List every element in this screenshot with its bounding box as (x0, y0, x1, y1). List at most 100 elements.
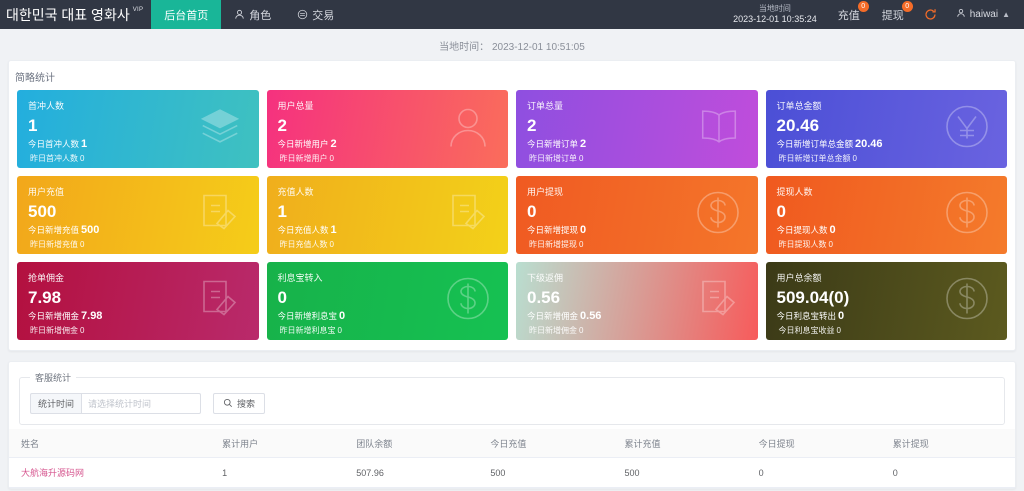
stat-card-yesterday-label: 今日利息宝收益 (778, 326, 835, 336)
stat-card-label: 利息宝转入 (277, 273, 323, 283)
stat-card-today: 今日新增充值 500 (28, 224, 248, 236)
stat-card-today-label: 今日首冲人数 (28, 139, 80, 150)
table-cell: 500 (478, 457, 613, 488)
stat-card[interactable]: 用户充值 500 今日新增充值 500 昨日新增充值 0 (17, 176, 259, 254)
table-header-row: 姓名 累计用户 团队余额 今日充值 累计充值 今日提现 累计提现 (9, 429, 1015, 458)
stat-card-today-label: 今日新增佣金 (28, 311, 80, 322)
nav-item-role[interactable]: 角色 (221, 0, 284, 29)
table-cell: 0 (880, 457, 1015, 488)
stat-card[interactable]: 下级返佣 0.56 今日新增佣金 0.56 昨日新增佣金 0 (516, 262, 758, 340)
stat-card-today-value: 7.98 (81, 310, 103, 323)
stat-card[interactable]: 首冲人数 1 今日首冲人数 1 昨日首冲人数 0 (17, 90, 259, 168)
nav-item-dashboard[interactable]: 后台首页 (151, 0, 222, 29)
stat-card[interactable]: 充值人数 1 今日充值人数 1 昨日充值人数 0 (266, 176, 508, 254)
stat-card-yesterday: 昨日首冲人数 0 (28, 153, 248, 164)
stat-card-label: 充值人数 (277, 187, 314, 197)
stat-card-value: 1 (277, 202, 287, 221)
stat-card-yesterday: 昨日提现人数 0 (777, 239, 997, 250)
stat-card-label: 用户充值 (28, 187, 65, 197)
stat-card-value: 0 (527, 202, 537, 221)
nav-menu: 后台首页 角色 交易 (151, 0, 347, 29)
table-column-header: 姓名 (9, 429, 211, 458)
table-column-header: 累计用户 (210, 429, 345, 458)
stat-card-yesterday: 昨日新增佣金 0 (527, 325, 747, 336)
search-icon (223, 398, 233, 410)
stat-card-label: 用户总量 (277, 101, 314, 111)
stat-card-label: 用户总余额 (776, 273, 822, 283)
stat-card-yesterday-label: 昨日新增提现 (529, 240, 577, 250)
stat-card-yesterday-value: 0 (579, 240, 584, 250)
stat-card-label: 下级返佣 (527, 273, 564, 283)
agent-name-link[interactable]: 大航海升源码网 (21, 468, 85, 478)
stat-card-value: 2 (277, 116, 287, 135)
cs-filter-fieldset: 客服统计 统计时间 搜索 (19, 371, 1005, 425)
stat-card-value: 2 (527, 116, 537, 135)
stats-row-3: 抢单佣金 7.98 今日新增佣金 7.98 昨日新增佣金 0 利息宝转入 0 今日新增利息宝 0 昨… (17, 262, 1007, 340)
stat-card-value: 509.04(0) (776, 288, 850, 307)
stat-card[interactable]: 订单总量 2 今日新增订单 2 昨日新增订单 0 (516, 90, 758, 168)
stat-card-yesterday-label: 昨日新增订单 (529, 154, 577, 164)
stats-panel-title: 简略统计 (15, 73, 55, 84)
stat-card[interactable]: 抢单佣金 7.98 今日新增佣金 7.98 昨日新增佣金 0 (17, 262, 259, 340)
stat-card[interactable]: 用户总余额 509.04(0) 今日利息宝转出 0 今日利息宝收益 0 (765, 262, 1007, 340)
stat-card-yesterday-value: 0 (579, 326, 584, 336)
stat-card-yesterday-label: 昨日提现人数 (778, 240, 827, 250)
cs-legend: 客服统计 (35, 373, 72, 383)
nav-item-trade[interactable]: 交易 (284, 0, 347, 29)
stat-card-today-value: 0 (829, 224, 836, 237)
refresh-icon[interactable] (915, 0, 946, 29)
stat-card-yesterday-label: 昨日充值人数 (279, 240, 328, 250)
stat-card-today-value: 20.46 (855, 138, 883, 151)
withdraw-button[interactable]: 提现 0 (871, 0, 915, 29)
brand-logo[interactable]: 대한민국 대표 영화사 VIP (0, 0, 151, 29)
table-cell: 507.96 (344, 457, 479, 488)
nav-item-label: 角色 (249, 9, 272, 22)
stat-card-today: 今日新增订单总金额 20.46 (777, 138, 997, 150)
recharge-label: 充值 (837, 9, 860, 22)
stat-card[interactable]: 提现人数 0 今日提现人数 0 昨日提现人数 0 (765, 176, 1007, 254)
stat-time-input[interactable] (81, 393, 202, 414)
stat-card-yesterday: 昨日新增订单 0 (527, 153, 747, 164)
avatar-icon (956, 8, 966, 21)
stat-card-yesterday-label: 昨日新增充值 (30, 240, 78, 250)
stat-card-today-value: 0 (838, 310, 845, 323)
stat-card-today-label: 今日利息宝转出 (776, 311, 837, 322)
stat-card-label: 订单总量 (527, 101, 564, 111)
stat-card-today-label: 今日提现人数 (776, 225, 828, 236)
nav-item-label: 后台首页 (164, 9, 209, 22)
stat-card-yesterday-value: 0 (828, 240, 833, 250)
stat-card-label: 订单总金额 (776, 101, 822, 111)
stat-card-yesterday-label: 昨日新增佣金 (529, 326, 577, 336)
navbar-time-value: 2023-12-01 10:35:24 (733, 13, 817, 24)
search-button[interactable]: 搜索 (213, 393, 266, 414)
table-cell-name[interactable]: 大航海升源码网 (9, 457, 211, 488)
navbar-right: 当地时间 2023-12-01 10:35:24 充值 0 提现 0 haiwa… (723, 0, 1024, 29)
stat-card-today-value: 0.56 (580, 310, 602, 323)
stat-card-today-label: 今日新增用户 (277, 139, 329, 150)
chevron-up-icon: ▲ (1002, 10, 1010, 19)
stat-card[interactable]: 订单总金额 20.46 今日新增订单总金额 20.46 昨日新增订单总金额 0 (765, 90, 1007, 168)
stat-card-yesterday-label: 昨日首冲人数 (30, 154, 78, 164)
stat-card-label: 抢单佣金 (28, 273, 65, 283)
stat-card-today: 今日提现人数 0 (777, 224, 997, 236)
stat-card[interactable]: 利息宝转入 0 今日新增利息宝 0 昨日新增利息宝 0 (266, 262, 508, 340)
stat-card-yesterday-label: 昨日新增利息宝 (279, 326, 336, 336)
stat-card-today: 今日新增佣金 0.56 (527, 310, 747, 322)
stat-card-today-label: 今日新增充值 (28, 225, 80, 236)
stat-card-today-value: 0 (339, 310, 346, 323)
stat-card-value: 0 (776, 202, 786, 221)
user-menu[interactable]: haiwai ▲ (946, 8, 1016, 21)
stat-card[interactable]: 用户提现 0 今日新增提现 0 昨日新增提现 0 (516, 176, 758, 254)
stat-card-yesterday-value: 0 (80, 326, 85, 336)
stat-card-value: 1 (28, 116, 38, 135)
stat-card-today: 今日新增利息宝 0 (278, 310, 498, 322)
stat-card-value: 20.46 (776, 116, 820, 135)
stat-card-yesterday-value: 0 (579, 154, 584, 164)
stat-card-yesterday: 昨日新增用户 0 (278, 153, 498, 164)
stat-card-today: 今日新增订单 2 (527, 138, 747, 150)
stat-card[interactable]: 用户总量 2 今日新增用户 2 昨日新增用户 0 (266, 90, 508, 168)
navbar-time-label: 当地时间 (758, 3, 791, 13)
stats-row-2: 用户充值 500 今日新增充值 500 昨日新增充值 0 充值人数 1 今日充值人数 1 昨日充值人… (17, 176, 1007, 254)
recharge-button[interactable]: 充值 0 (827, 0, 871, 29)
stat-card-yesterday-value: 0 (836, 326, 841, 336)
